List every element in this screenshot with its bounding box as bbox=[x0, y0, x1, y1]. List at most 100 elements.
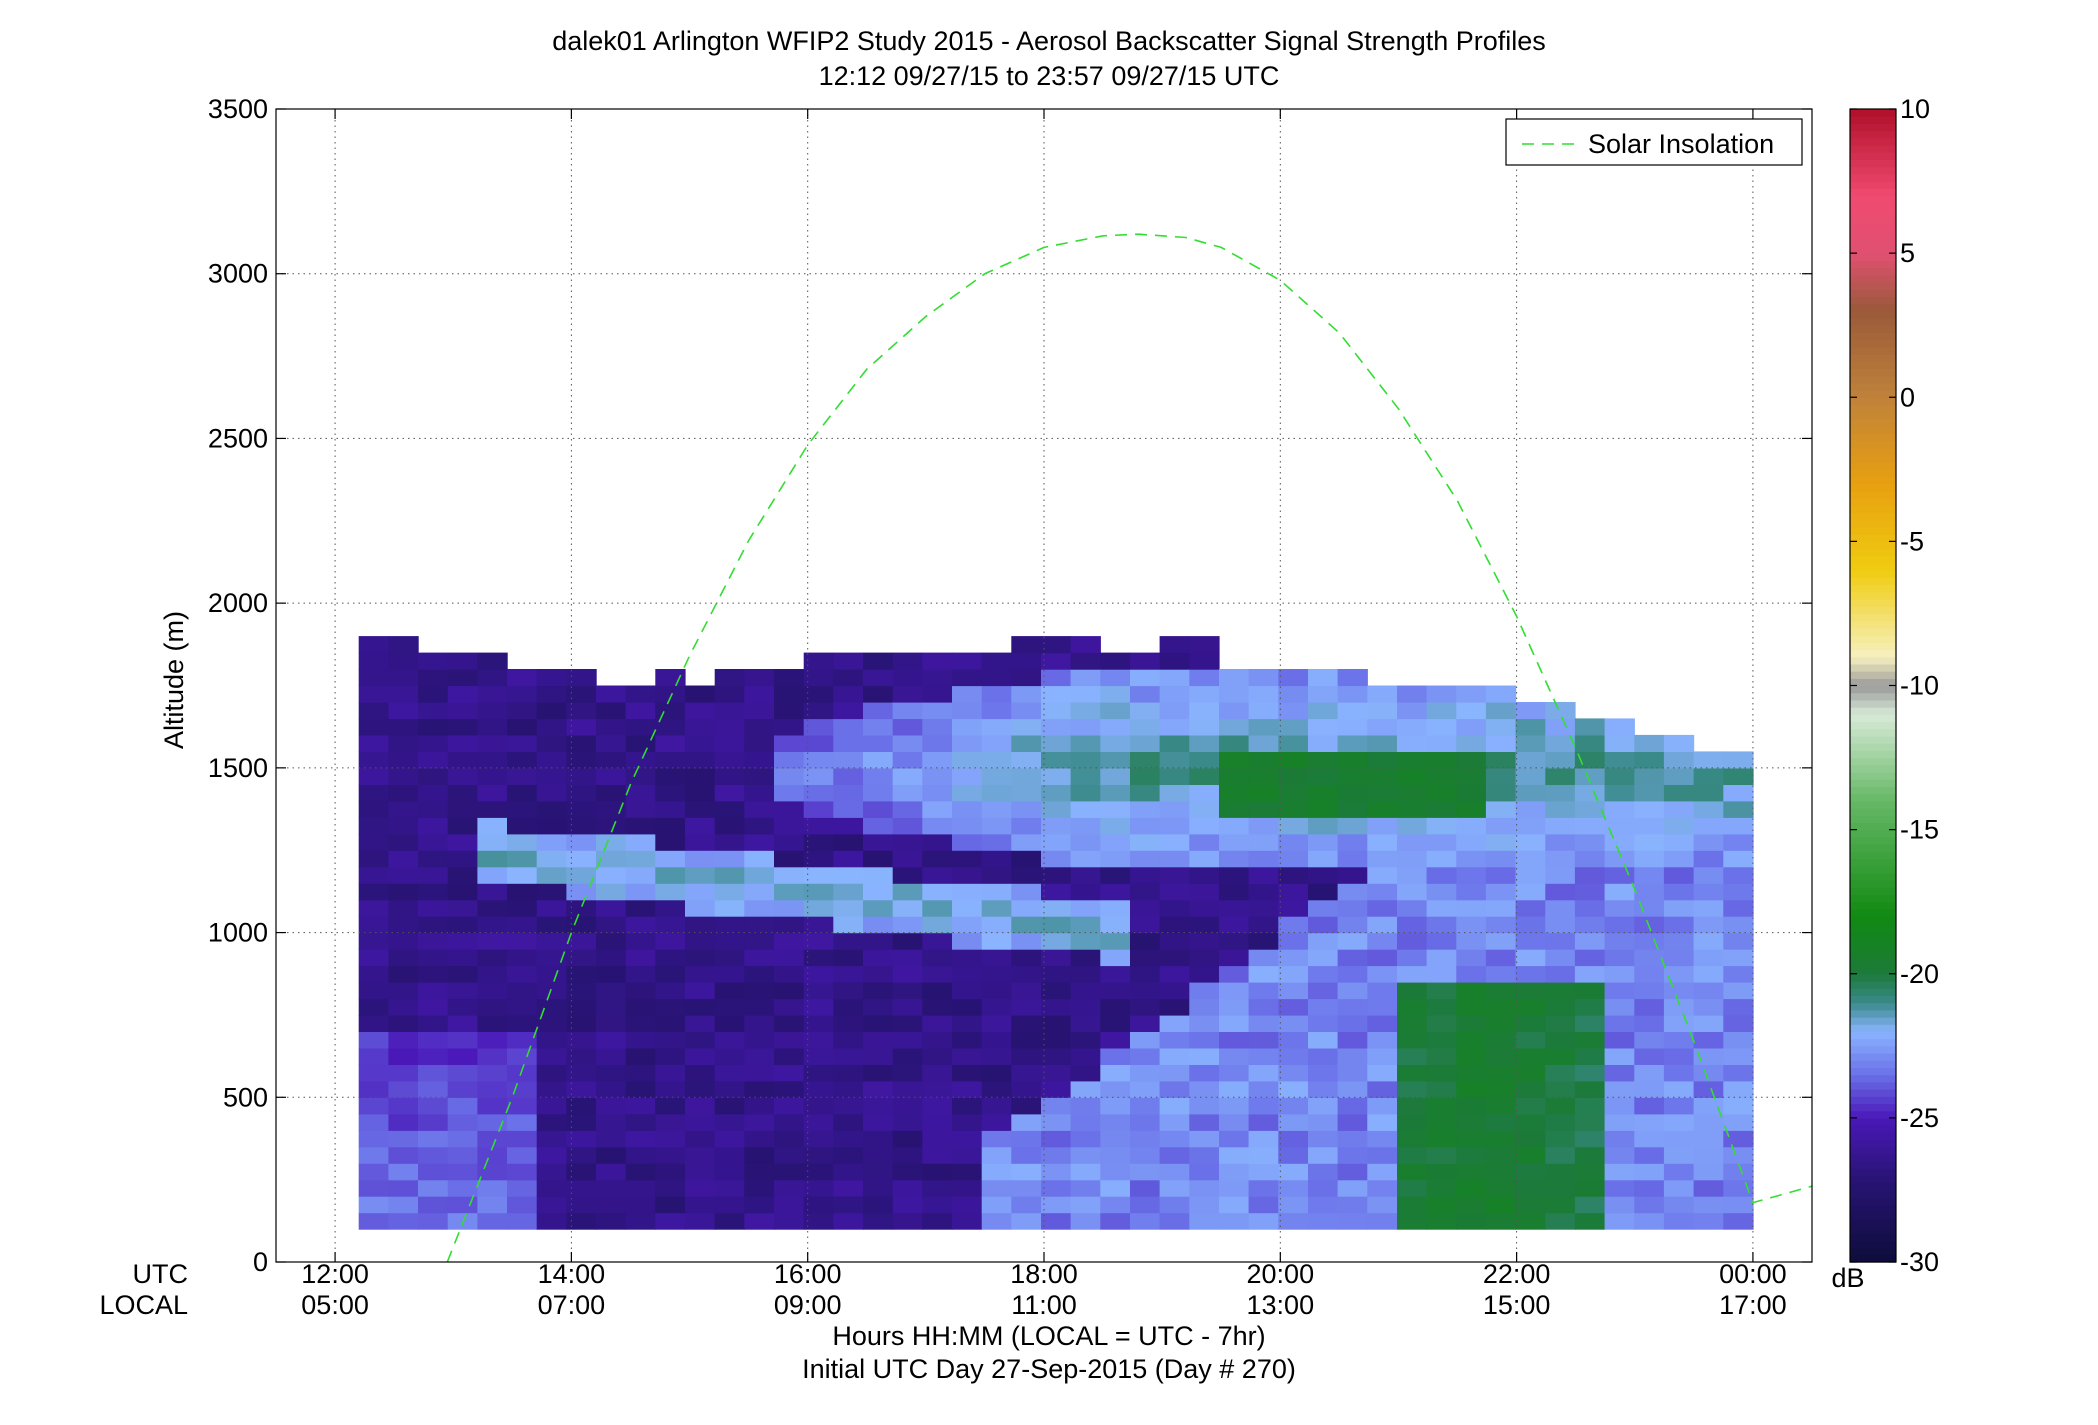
heatmap-cell bbox=[1604, 1179, 1635, 1197]
heatmap-cell bbox=[685, 751, 716, 769]
heatmap-cell bbox=[477, 1130, 508, 1148]
heatmap-cell bbox=[625, 1212, 656, 1230]
colorbar-segment bbox=[1850, 123, 1896, 132]
heatmap-cell bbox=[892, 1031, 923, 1049]
heatmap-cell bbox=[477, 899, 508, 917]
heatmap-cell bbox=[892, 767, 923, 785]
heatmap-cell bbox=[1159, 1113, 1190, 1131]
heatmap-cell bbox=[952, 685, 983, 703]
heatmap-cell bbox=[1367, 800, 1398, 818]
colorbar-segment bbox=[1850, 109, 1896, 117]
heatmap-cell bbox=[1278, 998, 1309, 1016]
heatmap-cell bbox=[1634, 784, 1665, 802]
x-tick-label-utc: 00:00 bbox=[1719, 1259, 1787, 1289]
heatmap-cell bbox=[1278, 965, 1309, 983]
heatmap-cell bbox=[596, 1080, 627, 1098]
heatmap-cell bbox=[1219, 833, 1250, 851]
heatmap-cell bbox=[1011, 652, 1042, 670]
heatmap-cell bbox=[774, 1212, 805, 1230]
heatmap-cell bbox=[1634, 1146, 1665, 1164]
heatmap-cell bbox=[536, 1047, 567, 1065]
heatmap-cell bbox=[566, 767, 597, 785]
colorbar-segment bbox=[1850, 1081, 1896, 1090]
legend: Solar Insolation bbox=[1505, 118, 1803, 166]
heatmap-cell bbox=[1248, 685, 1279, 703]
heatmap-cell bbox=[625, 1080, 656, 1098]
heatmap-cell bbox=[863, 932, 894, 950]
heatmap-cell bbox=[1485, 734, 1517, 752]
heatmap-cell bbox=[952, 833, 983, 851]
heatmap-cell bbox=[1070, 1080, 1101, 1098]
heatmap-cell bbox=[1367, 1146, 1398, 1164]
y-tick-label: 500 bbox=[223, 1082, 268, 1112]
heatmap-cell bbox=[388, 1080, 419, 1098]
heatmap-cell bbox=[1367, 1196, 1398, 1214]
colorbar-segment bbox=[1850, 685, 1896, 694]
heatmap-cell bbox=[566, 784, 597, 802]
colorbar-segment bbox=[1850, 534, 1896, 542]
heatmap-cell bbox=[1634, 1064, 1665, 1082]
colorbar-segment bbox=[1850, 916, 1896, 924]
heatmap-cell bbox=[1011, 734, 1042, 752]
heatmap-cell bbox=[1663, 1196, 1695, 1214]
colorbar-segment bbox=[1850, 332, 1896, 341]
heatmap-cell bbox=[803, 982, 834, 1000]
heatmap-cell bbox=[892, 685, 923, 703]
heatmap-cell bbox=[1545, 1080, 1576, 1098]
heatmap-cell bbox=[803, 1047, 834, 1065]
heatmap-cell bbox=[1159, 1196, 1190, 1214]
heatmap-cell bbox=[1219, 1113, 1250, 1131]
colorbar-segment bbox=[1850, 1153, 1896, 1162]
colorbar-segment bbox=[1850, 368, 1896, 377]
colorbar-tick-label: -10 bbox=[1900, 671, 1939, 701]
heatmap-cell bbox=[1485, 965, 1517, 983]
colorbar-segment bbox=[1850, 1226, 1896, 1234]
heatmap-cell bbox=[1308, 800, 1339, 818]
heatmap-cell bbox=[1308, 1014, 1339, 1032]
heatmap-cell bbox=[1367, 1064, 1398, 1082]
heatmap-cell bbox=[1426, 982, 1457, 1000]
heatmap-cell bbox=[447, 1031, 478, 1049]
heatmap-cell bbox=[1189, 669, 1220, 687]
heatmap-cell bbox=[1100, 1014, 1131, 1032]
heatmap-cell bbox=[952, 982, 983, 1000]
heatmap-cell bbox=[596, 702, 627, 720]
heatmap-cell bbox=[1070, 751, 1101, 769]
heatmap-cell bbox=[1574, 965, 1606, 983]
heatmap-cell bbox=[655, 833, 686, 851]
heatmap-cell bbox=[1100, 817, 1131, 835]
heatmap-cell bbox=[388, 850, 419, 868]
heatmap-cell bbox=[1723, 949, 1754, 967]
heatmap-cell bbox=[1515, 965, 1546, 983]
heatmap-cell bbox=[625, 916, 656, 934]
heatmap-cell bbox=[1485, 1014, 1517, 1032]
heatmap-cell bbox=[655, 1047, 686, 1065]
heatmap-cell bbox=[1456, 685, 1487, 703]
heatmap-cell bbox=[981, 965, 1012, 983]
heatmap-cell bbox=[1456, 1179, 1487, 1197]
heatmap-cell bbox=[1070, 767, 1101, 785]
heatmap-cell bbox=[981, 949, 1012, 967]
heatmap-cell bbox=[1723, 916, 1754, 934]
heatmap-cell bbox=[863, 965, 894, 983]
heatmap-cell bbox=[833, 1212, 864, 1230]
heatmap-cell bbox=[1070, 1130, 1101, 1148]
heatmap-cell bbox=[1219, 669, 1250, 687]
colorbar-segment bbox=[1850, 490, 1896, 499]
heatmap-cell bbox=[952, 800, 983, 818]
heatmap-cell bbox=[803, 1080, 834, 1098]
colorbar-segment bbox=[1850, 116, 1896, 124]
heatmap-cell bbox=[358, 1163, 389, 1181]
colorbar-segment bbox=[1850, 354, 1896, 362]
heatmap-cell bbox=[922, 1113, 953, 1131]
heatmap-cell bbox=[1011, 998, 1042, 1016]
heatmap-cell bbox=[981, 1130, 1012, 1148]
heatmap-cell bbox=[566, 866, 597, 884]
heatmap-cell bbox=[1485, 1064, 1517, 1082]
heatmap-cell bbox=[596, 833, 627, 851]
heatmap-cell bbox=[418, 1047, 449, 1065]
heatmap-cell bbox=[358, 652, 389, 670]
heatmap-cell bbox=[1041, 1130, 1072, 1148]
heatmap-cell bbox=[1159, 718, 1190, 736]
heatmap-cell bbox=[1634, 883, 1665, 901]
